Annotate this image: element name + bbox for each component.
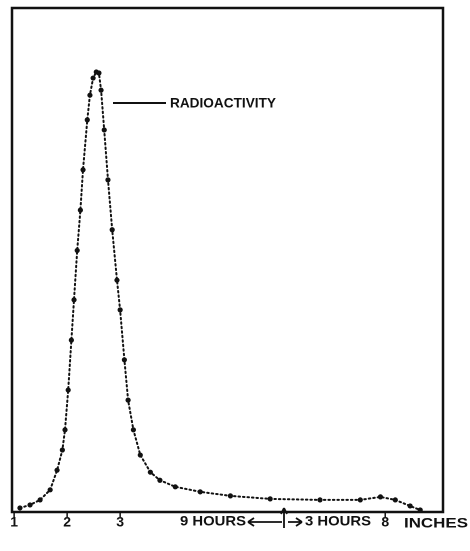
data-point xyxy=(65,387,71,393)
data-point xyxy=(377,494,384,500)
data-point xyxy=(157,477,163,483)
data-point xyxy=(27,502,33,508)
data-point xyxy=(227,493,234,499)
data-point xyxy=(117,307,123,313)
x-axis-label: INCHES xyxy=(404,515,468,531)
data-point xyxy=(357,497,363,503)
data-point xyxy=(114,277,120,283)
data-point xyxy=(59,447,65,453)
x-annotation: 9 HOURS xyxy=(180,513,246,529)
data-point xyxy=(80,167,86,173)
data-point xyxy=(197,489,203,495)
annotation: RADIOACTIVITY xyxy=(170,95,277,111)
data-point xyxy=(125,397,131,403)
x-tick-label: 2 xyxy=(63,514,71,530)
data-point xyxy=(84,117,90,123)
data-point xyxy=(407,503,413,509)
data-point xyxy=(77,207,83,213)
data-point xyxy=(17,505,23,511)
data-point xyxy=(47,487,53,493)
x-tick-label: 8 xyxy=(381,514,389,530)
series-line xyxy=(19,70,422,511)
data-point xyxy=(267,496,273,502)
data-point xyxy=(147,469,153,475)
plot-frame xyxy=(10,6,445,514)
x-tick-label: 3 xyxy=(116,514,124,530)
data-point xyxy=(392,497,398,503)
arrows xyxy=(247,507,303,528)
data-point xyxy=(130,427,137,433)
x-tick-label: 1 xyxy=(10,514,18,530)
data-point xyxy=(74,247,80,254)
data-point xyxy=(87,92,93,98)
data-point xyxy=(98,87,104,93)
data-point xyxy=(54,467,60,473)
data-point xyxy=(101,127,107,133)
data-point xyxy=(417,507,423,513)
data-point xyxy=(68,337,74,343)
data-point xyxy=(121,357,127,363)
data-point xyxy=(105,177,111,183)
data-point xyxy=(317,497,323,503)
data-point xyxy=(109,227,115,233)
data-point xyxy=(137,452,143,458)
data-point xyxy=(172,484,178,490)
data-point xyxy=(62,427,68,433)
data-point xyxy=(37,497,43,503)
data-point xyxy=(90,75,96,81)
x-annotation: 3 HOURS xyxy=(305,513,371,529)
data-point xyxy=(96,70,102,76)
data-point xyxy=(71,297,77,303)
